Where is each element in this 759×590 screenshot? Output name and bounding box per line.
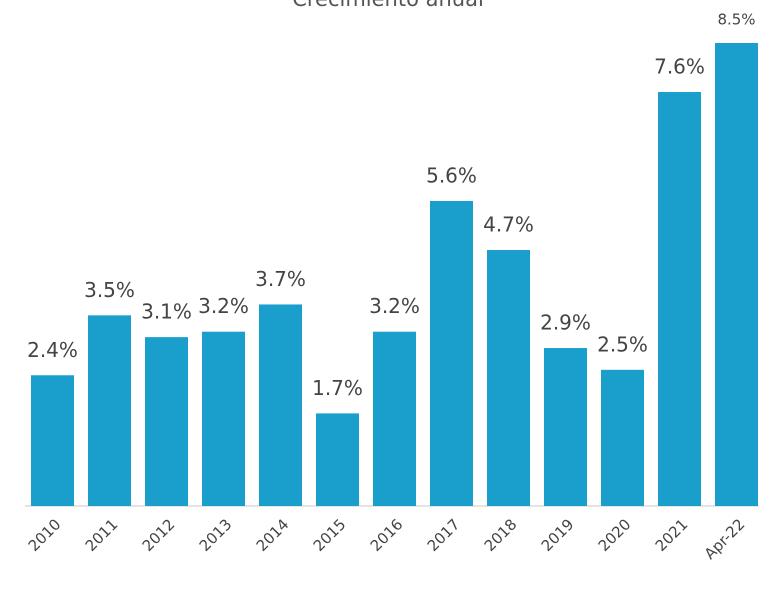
- data-label: 7.6%: [654, 55, 705, 79]
- data-label: 5.6%: [426, 163, 477, 187]
- x-tick-label: 2014: [253, 515, 293, 555]
- x-tick-label: 2018: [481, 515, 521, 555]
- data-label: 3.5%: [84, 278, 135, 302]
- data-label: 1.7%: [312, 376, 363, 400]
- data-label: 8.5%: [717, 11, 755, 29]
- bar: [259, 304, 302, 506]
- x-tick-label: 2016: [367, 515, 407, 555]
- bar: [544, 348, 587, 506]
- bar: [31, 375, 74, 506]
- bar: [487, 249, 530, 507]
- bar: [316, 413, 359, 506]
- data-label: 3.1%: [141, 300, 192, 324]
- x-tick-label: 2019: [538, 515, 578, 555]
- bar: [430, 200, 473, 506]
- bar: [88, 315, 131, 506]
- x-tick-label: 2017: [424, 515, 464, 555]
- x-tick-label: 2010: [25, 515, 65, 555]
- x-tick-label: 2021: [652, 515, 692, 555]
- x-tick-label: 2015: [310, 515, 350, 555]
- bar: [601, 369, 644, 506]
- chart-title: Crecimiento anual: [292, 0, 484, 11]
- data-label: 3.7%: [255, 267, 306, 291]
- bar: [715, 43, 758, 506]
- data-label: 2.4%: [27, 338, 78, 362]
- x-tick-label: 2011: [82, 515, 122, 555]
- x-tick-label: 2020: [595, 515, 635, 555]
- data-label: 4.7%: [483, 212, 534, 236]
- bar: [373, 331, 416, 506]
- bar: [202, 331, 245, 506]
- bar: [658, 92, 701, 506]
- x-tick-label: Apr-22: [701, 515, 749, 563]
- x-tick-label: 2013: [196, 515, 236, 555]
- data-label: 3.2%: [198, 294, 249, 318]
- data-label: 2.9%: [540, 311, 591, 335]
- data-label: 3.2%: [369, 294, 420, 318]
- data-label: 2.5%: [597, 332, 648, 356]
- x-tick-label: 2012: [139, 515, 179, 555]
- bar: [145, 337, 188, 506]
